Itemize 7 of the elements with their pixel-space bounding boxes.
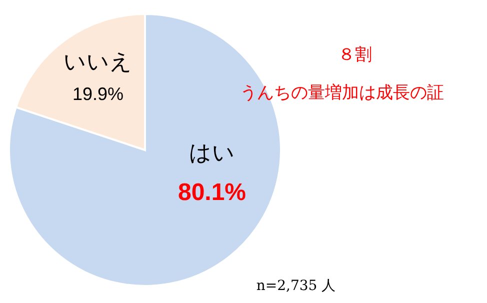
text: n=2,735 人 bbox=[256, 278, 336, 294]
slice-label: いいえ bbox=[64, 50, 132, 75]
slice-label: はい bbox=[189, 141, 235, 166]
text: うんちの量増加は成長の証 bbox=[240, 83, 444, 103]
data-label: 80.1% bbox=[178, 179, 246, 206]
text: ８割 bbox=[338, 45, 372, 65]
data-label: 19.9% bbox=[72, 84, 124, 104]
